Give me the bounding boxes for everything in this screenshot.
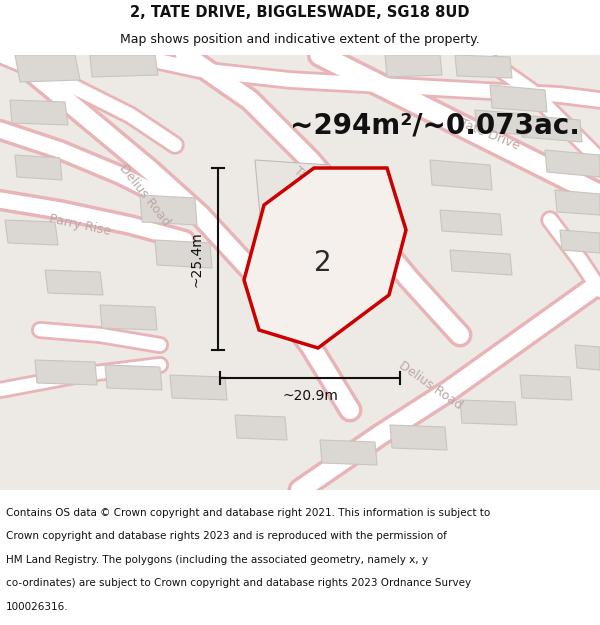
Polygon shape: [440, 210, 502, 235]
Text: Delius Road: Delius Road: [117, 162, 173, 228]
Text: co-ordinates) are subject to Crown copyright and database rights 2023 Ordnance S: co-ordinates) are subject to Crown copyr…: [6, 578, 471, 588]
Polygon shape: [575, 345, 600, 370]
Polygon shape: [105, 365, 162, 390]
Text: Crown copyright and database rights 2023 and is reproduced with the permission o: Crown copyright and database rights 2023…: [6, 531, 447, 541]
Text: ~294m²/~0.073ac.: ~294m²/~0.073ac.: [290, 111, 580, 139]
Polygon shape: [5, 220, 58, 245]
Polygon shape: [430, 160, 492, 190]
Polygon shape: [490, 85, 547, 112]
Polygon shape: [560, 230, 600, 253]
Polygon shape: [170, 375, 227, 400]
Polygon shape: [0, 55, 600, 490]
Polygon shape: [475, 110, 527, 135]
Polygon shape: [460, 400, 517, 425]
Polygon shape: [155, 240, 212, 268]
Polygon shape: [35, 360, 97, 385]
Polygon shape: [235, 415, 287, 440]
Text: ~25.4m: ~25.4m: [189, 231, 203, 287]
Text: 100026316.: 100026316.: [6, 602, 68, 612]
Text: Parry Rise: Parry Rise: [48, 212, 112, 238]
Polygon shape: [100, 305, 157, 330]
Polygon shape: [45, 270, 103, 295]
Polygon shape: [385, 55, 442, 77]
Polygon shape: [520, 375, 572, 400]
Polygon shape: [140, 195, 197, 225]
Text: 2, TATE DRIVE, BIGGLESWADE, SG18 8UD: 2, TATE DRIVE, BIGGLESWADE, SG18 8UD: [130, 4, 470, 19]
Text: Map shows position and indicative extent of the property.: Map shows position and indicative extent…: [120, 33, 480, 46]
Polygon shape: [390, 425, 447, 450]
Polygon shape: [10, 100, 68, 125]
Text: Tate Drive: Tate Drive: [458, 117, 522, 153]
Polygon shape: [255, 160, 335, 220]
Polygon shape: [520, 115, 582, 142]
Polygon shape: [15, 55, 80, 82]
Text: ~20.9m: ~20.9m: [282, 389, 338, 403]
Polygon shape: [555, 190, 600, 215]
Text: Delius Road: Delius Road: [396, 358, 464, 412]
Polygon shape: [15, 155, 62, 180]
Polygon shape: [450, 250, 512, 275]
Polygon shape: [455, 55, 512, 78]
Text: Tate Drive: Tate Drive: [292, 164, 349, 216]
Polygon shape: [545, 150, 600, 177]
Polygon shape: [90, 55, 158, 77]
Polygon shape: [244, 168, 406, 348]
Text: HM Land Registry. The polygons (including the associated geometry, namely x, y: HM Land Registry. The polygons (includin…: [6, 555, 428, 565]
Text: Contains OS data © Crown copyright and database right 2021. This information is : Contains OS data © Crown copyright and d…: [6, 508, 490, 518]
Polygon shape: [320, 440, 377, 465]
Text: 2: 2: [314, 249, 331, 277]
